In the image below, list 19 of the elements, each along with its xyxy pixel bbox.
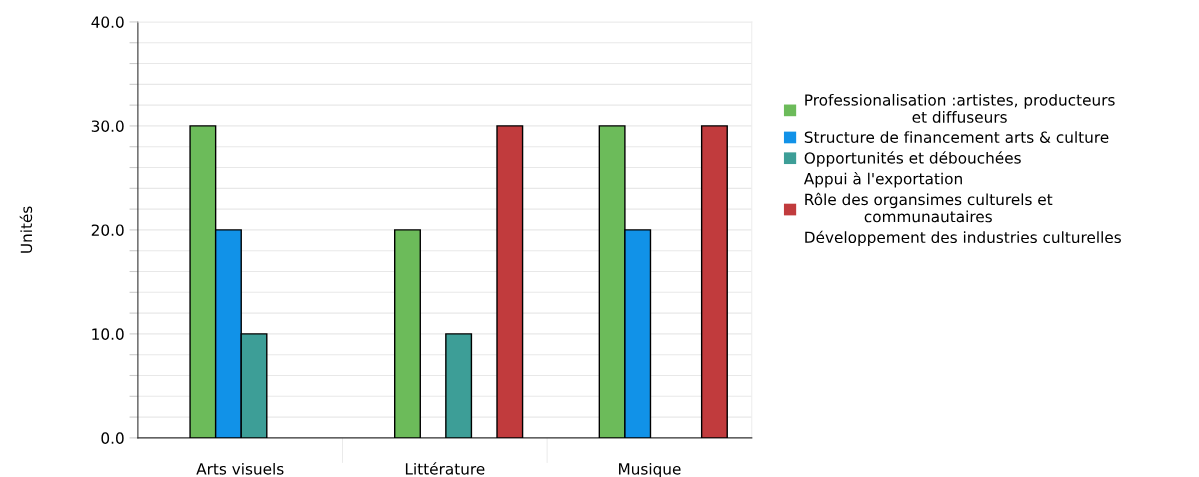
text: Appui à l'exportation (803, 172, 962, 188)
y-tick-label: 40.0 (91, 16, 124, 28)
legend-label: Professionalisation :artistes, producteurs et diffuseurs (805, 93, 1115, 123)
bar (496, 125, 524, 438)
x-tick-label: Musique (619, 462, 681, 477)
x-tick-label: Arts visuels (196, 462, 284, 475)
legend-label: Structure de financement arts & culture (804, 131, 1109, 143)
y-tick-label: 0.0 (101, 432, 124, 444)
y-axis-title: Unités (19, 206, 33, 253)
bar (700, 125, 728, 438)
y-tick-label: 30.0 (91, 120, 124, 132)
y-tick-label: 10.0 (92, 328, 124, 340)
bar (393, 229, 421, 438)
y-tick-label: 20.0 (91, 224, 124, 236)
legend-label: Rôle des organsimes culturels et communautaires (805, 192, 1053, 223)
bar (445, 333, 473, 438)
text: Développement des industries culturelles (805, 230, 1121, 247)
x-tick-label: Littérature (405, 462, 485, 475)
legend-label: Opportunités et débouchées (804, 151, 1021, 167)
